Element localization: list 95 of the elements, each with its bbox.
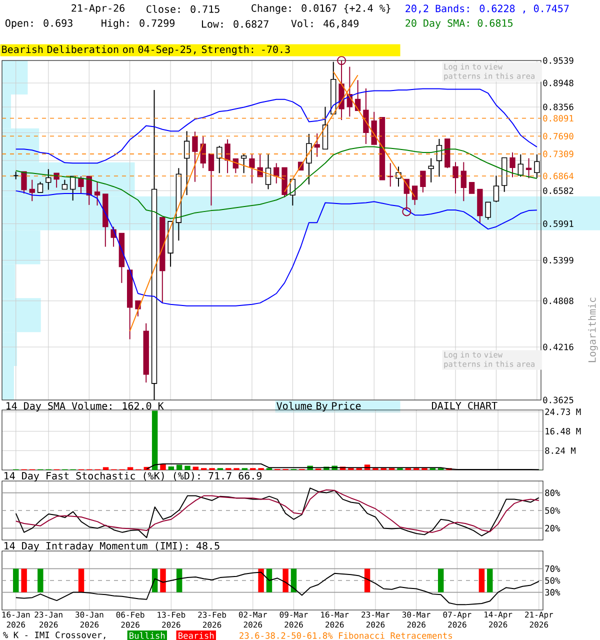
candlestick	[29, 179, 35, 202]
text: Open: 0.693	[6, 19, 72, 29]
text: 20 Day SMA: 0.6815	[406, 19, 512, 29]
x-tick-label: 06-Feb 2026	[116, 612, 144, 628]
candlestick	[94, 181, 100, 206]
candlestick	[420, 170, 426, 193]
y-tick-label: 50%	[545, 577, 560, 584]
bar	[152, 410, 158, 470]
candlestick	[510, 152, 516, 178]
candlestick	[224, 138, 230, 174]
y-tick-label: 0.3625	[543, 396, 574, 404]
x-tick-label: 30-Jan 2026	[76, 612, 104, 628]
x-tick-label: 14-Apr 2026	[484, 612, 512, 628]
candlestick	[460, 162, 466, 202]
candlestick	[274, 162, 280, 184]
candlestick	[62, 179, 68, 190]
ref-line-label: 0.7690	[543, 132, 574, 140]
line-series	[15, 146, 538, 220]
candlestick	[184, 130, 190, 196]
bar	[184, 466, 190, 470]
y-tick-label: 0.6582	[543, 187, 574, 194]
candlestick	[428, 158, 434, 183]
candlestick	[240, 152, 247, 174]
y-tick-label: 16.48 M	[546, 428, 581, 434]
chart-title: 14 Day Fast Stochastic (%K) (%D): 71.7 66.9	[4, 472, 262, 482]
x-tick-label: 23-Feb 2026	[198, 612, 226, 628]
text: Low: 0.6827	[202, 20, 268, 28]
text: Close: 0.715	[146, 5, 220, 13]
y-tick-label: 0.4808	[543, 298, 574, 304]
y-tick-label: 0.8356	[543, 104, 574, 110]
y-tick-label: 70%	[545, 565, 560, 572]
text: Vol: 46,849	[291, 19, 358, 29]
bar	[192, 466, 199, 470]
ref-line-label: 0.6864	[543, 172, 574, 180]
candlestick	[37, 181, 44, 193]
x-tick-label: 16-Jan 2026	[2, 612, 30, 628]
y-tick-label: 20%	[545, 524, 560, 532]
candlestick	[485, 202, 491, 220]
legend-title: % K - IMI Crossover,	[3, 632, 106, 640]
candlestick	[452, 162, 458, 194]
candlestick	[12, 171, 19, 180]
x-tick-label: 30-Mar 2026	[402, 612, 430, 628]
x-tick-label: 13-Feb 2026	[158, 612, 186, 628]
candlestick	[306, 133, 312, 185]
ref-line-label: 0.7309	[543, 150, 574, 158]
candlestick	[363, 88, 369, 144]
text: Bearish	[178, 632, 214, 639]
x-tick-label: 23-Jan 2026	[34, 612, 62, 628]
x-tick-label: 16-Mar 2026	[321, 612, 349, 628]
text: High: 0.7299	[102, 19, 174, 29]
y-tick-label: 0.9539	[543, 57, 574, 64]
x-tick-label: 09-Mar 2026	[280, 612, 308, 628]
y-tick-label: 0.5991	[543, 220, 574, 227]
x-tick-label: 23-Mar 2026	[362, 612, 390, 628]
text: 21-Apr-26	[72, 4, 124, 14]
bar	[127, 467, 134, 470]
y-tick-label: 0.8948	[543, 80, 574, 86]
candlestick	[78, 176, 84, 194]
y-tick-label: 0.5399	[543, 256, 574, 264]
text: Bullish	[130, 632, 165, 639]
y-tick-label: 30%	[545, 589, 560, 596]
text: DAILY CHART	[432, 402, 498, 410]
candlestick	[518, 154, 524, 178]
y-tick-label: 24.73 M	[545, 408, 581, 416]
candlestick	[46, 168, 52, 190]
text: 23.6-38.2-50-61.8% Fibonacci Retracements	[240, 632, 452, 639]
chart-title: 14 Day Intraday Momentum (IMI): 48.5	[4, 542, 220, 552]
ref-line-label: 0.8091	[543, 115, 574, 122]
x-tick-label: 21-Apr 2026	[525, 612, 554, 628]
text: Volume By Price	[276, 402, 361, 412]
candlestick	[526, 158, 532, 179]
bar	[160, 464, 166, 470]
x-tick-label: 07-Apr 2026	[443, 612, 472, 628]
chart-title: Bearish Deliberation on 04-Sep-25, Strength: -70.3	[2, 45, 290, 56]
candlestick	[192, 131, 198, 182]
candlestick	[314, 132, 320, 158]
bar	[176, 464, 182, 470]
y-axis-title: Logarithmic	[588, 298, 598, 362]
y-tick-label: 50%	[545, 507, 560, 514]
chart-title: 14 Day SMA Volume: 162.0 K	[6, 402, 164, 412]
candlestick	[412, 186, 418, 206]
bar	[168, 466, 174, 470]
text: 20,2 Bands: 0.6228 , 0.7457	[406, 4, 569, 14]
candlestick	[493, 175, 500, 203]
y-tick-label: 80%	[545, 490, 560, 496]
candlestick	[468, 182, 475, 194]
text: Change: 0.0167 {+2.4 %}	[252, 4, 390, 14]
candlestick	[249, 154, 255, 184]
y-tick-label: 8.24 M	[545, 447, 576, 454]
y-tick-label: 0.4216	[543, 344, 574, 350]
candlestick	[208, 153, 214, 206]
candlestick	[371, 111, 377, 145]
candlestick	[21, 171, 27, 194]
bar	[102, 467, 109, 470]
x-tick-label: 02-Mar 2026	[238, 612, 268, 628]
